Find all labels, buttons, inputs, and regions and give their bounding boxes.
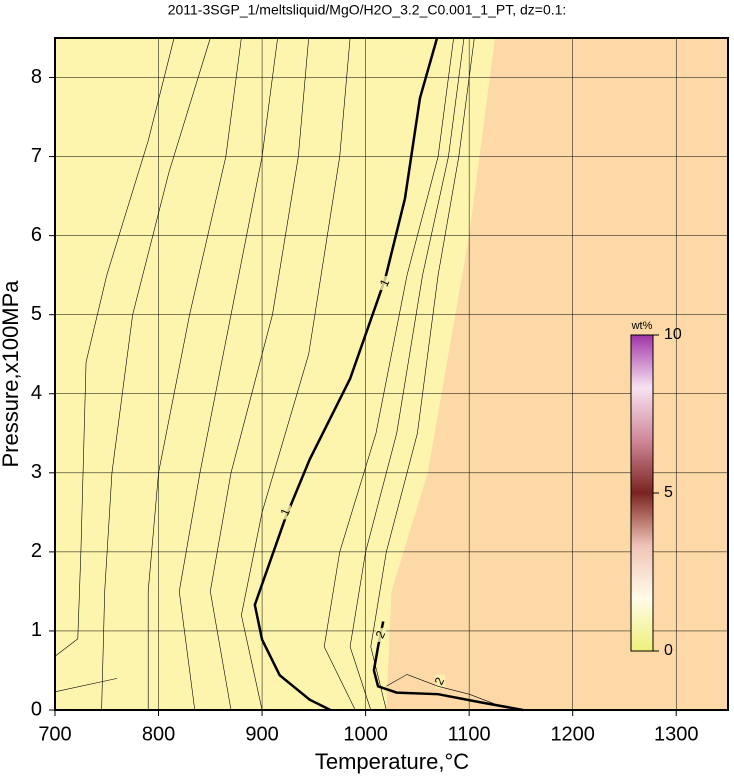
colorbar	[630, 334, 654, 652]
contour-label-bg	[435, 674, 446, 689]
contour	[370, 37, 475, 711]
contour	[101, 37, 211, 711]
contour	[54, 678, 118, 693]
x-tick-label: 1100	[448, 723, 491, 745]
chart-title: 2011-3SGP_1/meltsliquid/MgO/H2O_3.2_C0.0…	[168, 2, 567, 18]
x-tick-label: 1300	[654, 723, 699, 745]
x-tick-label: 800	[142, 723, 175, 745]
contour	[349, 37, 465, 711]
contour-label-bg	[376, 627, 387, 642]
colorbar-label: wt%	[631, 320, 653, 332]
y-tick-label: 8	[31, 66, 42, 88]
y-tick-label: 2	[31, 540, 42, 562]
x-tick-label: 1000	[343, 723, 388, 745]
contour	[54, 37, 175, 657]
y-tick-label: 1	[31, 619, 42, 641]
x-tick-label: 900	[245, 723, 278, 745]
contour	[210, 37, 309, 711]
x-tick-label: 700	[38, 723, 71, 745]
contour-label-bg	[280, 505, 291, 520]
x-axis-label: Temperature,°C	[315, 749, 469, 774]
contour	[241, 37, 351, 711]
contour	[323, 37, 454, 711]
x-tick-label: 1200	[550, 723, 595, 745]
contour	[178, 37, 278, 711]
colorbar-tick-label: 10	[664, 326, 682, 343]
colorbar-tick-label: 0	[664, 642, 673, 659]
plot-frame	[54, 37, 729, 711]
contour	[147, 37, 242, 710]
y-axis-label: Pressure,x100MPa	[0, 280, 23, 468]
y-tick-label: 3	[31, 461, 42, 483]
y-tick-label: 5	[31, 303, 42, 325]
contour-bold	[372, 621, 524, 712]
contour	[386, 674, 501, 707]
y-tick-label: 0	[31, 698, 42, 720]
contour-bold	[253, 37, 439, 712]
contour-label-bg	[380, 276, 391, 291]
y-tick-label: 4	[31, 382, 42, 404]
y-tick-label: 6	[31, 224, 42, 246]
y-tick-label: 7	[31, 145, 42, 167]
colorbar-tick-label: 5	[664, 484, 673, 501]
